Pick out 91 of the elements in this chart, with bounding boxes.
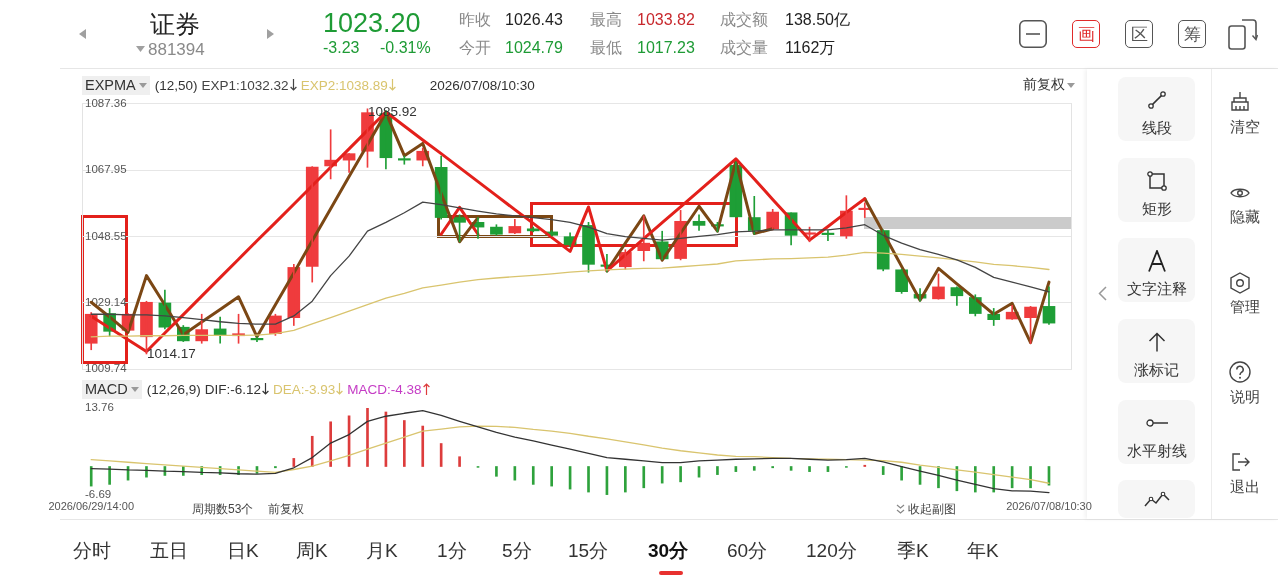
text: 五日: [150, 539, 188, 563]
text: 周期数53个: [192, 501, 254, 517]
y-tick-label: 1048.55: [85, 229, 127, 242]
text: 60分: [727, 539, 768, 563]
text: 1023.20: [323, 7, 421, 40]
y-tick-label: 13.76: [85, 401, 114, 414]
bar: [292, 458, 296, 467]
text: 5分: [502, 539, 532, 563]
bar: [458, 456, 461, 467]
annotation: 1085.92: [368, 102, 417, 120]
bar: [679, 466, 682, 483]
text: 涨标记: [1134, 361, 1179, 378]
bar: [329, 421, 332, 467]
text: 文字注释: [1126, 280, 1187, 297]
text: 1024.79: [505, 38, 563, 58]
legend-label: EXP1:1032.32: [201, 77, 289, 93]
text: 日K: [227, 539, 259, 563]
legend-label: DIF:-6.12: [204, 381, 262, 397]
text: -0.31%: [380, 38, 431, 58]
annotation: 1014.17: [147, 344, 196, 362]
bar: [716, 466, 719, 475]
text: 退出: [1230, 478, 1260, 495]
text: 水平射线: [1126, 442, 1187, 459]
text: 年K: [967, 539, 999, 563]
text: 收起副图: [908, 501, 956, 517]
y-tick-label: -6.69: [85, 488, 112, 501]
bar: [752, 466, 756, 471]
text: 最高: [590, 10, 622, 30]
bar: [642, 466, 646, 489]
bar: [145, 466, 148, 478]
text: 周K: [296, 539, 328, 563]
text: 月K: [366, 539, 398, 563]
bar: [900, 466, 903, 481]
text: 最低: [590, 38, 622, 58]
text: 筹: [1178, 20, 1206, 48]
bar: [89, 466, 93, 487]
text: 分时: [73, 539, 111, 563]
bar: [937, 466, 940, 489]
text: 线段: [1141, 119, 1172, 136]
text: 1026.43: [505, 10, 563, 30]
text: 成交量: [720, 38, 768, 58]
text: 昨收: [459, 10, 491, 30]
bar: [550, 466, 553, 487]
legend-title: EXPMA: [85, 77, 136, 93]
text: 881394: [148, 38, 205, 60]
text: 季K: [897, 539, 929, 563]
text: 证券: [150, 8, 200, 40]
text: 2026/07/08/10:30: [429, 77, 535, 93]
text: 说明: [1230, 388, 1260, 405]
bar: [660, 466, 664, 484]
text: 30分: [648, 539, 689, 563]
text: 矩形: [1141, 200, 1172, 217]
text: (12,26,9): [146, 381, 201, 397]
text: (12,50): [154, 77, 198, 93]
legend-label: DEA:-3.93: [273, 381, 336, 397]
text: 成交额: [720, 10, 768, 30]
x-tick-label: 2026/06/29/14:00: [48, 499, 135, 512]
bar: [973, 466, 977, 493]
legend-title: MACD: [85, 381, 128, 397]
text: 区: [1125, 20, 1153, 48]
bar: [531, 466, 535, 485]
text: 15分: [568, 539, 609, 563]
bar: [808, 466, 811, 472]
bar: [366, 407, 369, 467]
bar: [1029, 466, 1032, 489]
text: 1017.23: [637, 38, 695, 58]
text: 前复权: [268, 501, 304, 517]
bar: [624, 466, 627, 493]
y-tick-label: 1009.74: [85, 362, 128, 375]
bar: [587, 466, 590, 493]
y-tick-label: 1067.95: [85, 163, 127, 176]
text: 隐藏: [1230, 208, 1260, 225]
text: 1162万: [785, 38, 836, 58]
text: 管理: [1230, 298, 1260, 315]
text: 1033.82: [637, 10, 695, 30]
text: 138.50亿: [785, 10, 850, 30]
text: 今开: [459, 38, 491, 58]
bar: [403, 420, 406, 467]
bar: [881, 466, 885, 475]
text: 1分: [437, 539, 467, 563]
text: 清空: [1230, 118, 1260, 135]
text: -3.23: [323, 38, 360, 58]
text: 120分: [806, 539, 857, 563]
legend-label: EXP2:1038.89: [300, 77, 388, 93]
text: 前复权: [1023, 76, 1065, 94]
bar: [495, 466, 498, 477]
legend-label: MACD:-4.38: [347, 381, 422, 397]
y-tick-label: 1087.36: [85, 97, 127, 110]
bar: [310, 435, 314, 467]
text: 画: [1072, 20, 1100, 48]
bar: [421, 425, 425, 467]
